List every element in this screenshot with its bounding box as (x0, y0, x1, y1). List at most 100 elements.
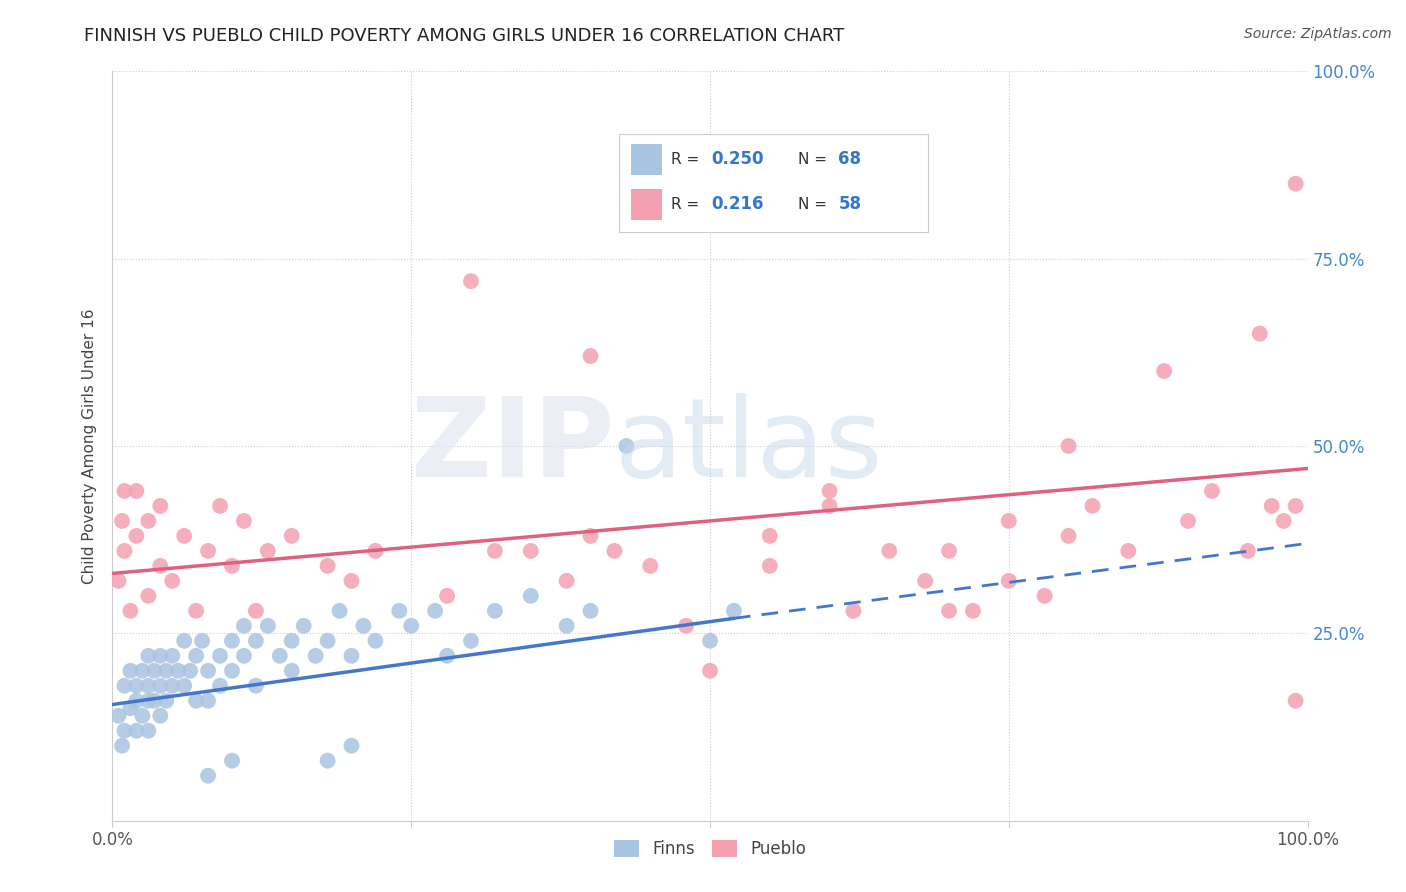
Text: R =: R = (671, 152, 704, 167)
Point (998, 574, 1021, 588)
Point (364, 544, 387, 558)
Point (1081, 499, 1104, 513)
Point (179, 664, 201, 678)
Point (173, 679, 195, 693)
Point (221, 664, 243, 678)
Point (460, 633, 482, 648)
Point (1272, 514, 1295, 528)
Point (1057, 529, 1080, 543)
Point (155, 694, 177, 708)
Point (281, 633, 304, 648)
Point (340, 739, 363, 753)
Point (520, 544, 543, 558)
Point (640, 558, 662, 573)
Point (149, 708, 172, 723)
Point (675, 619, 697, 633)
Point (125, 483, 148, 498)
Point (842, 604, 865, 618)
Point (186, 694, 208, 708)
Point (388, 604, 411, 618)
Point (197, 544, 219, 558)
Bar (631, 189, 662, 220)
Point (759, 529, 782, 543)
Text: FINNISH VS PUEBLO CHILD POVERTY AMONG GIRLS UNDER 16 CORRELATION CHART: FINNISH VS PUEBLO CHILD POVERTY AMONG GI… (84, 27, 845, 45)
Text: Source: ZipAtlas.com: Source: ZipAtlas.com (1244, 27, 1392, 41)
Point (162, 679, 183, 693)
Point (616, 439, 638, 453)
Text: ZIP: ZIP (411, 392, 614, 500)
Point (138, 694, 160, 708)
Point (138, 648, 160, 663)
Point (436, 648, 458, 663)
Point (209, 648, 232, 663)
Point (245, 679, 267, 693)
Point (1285, 499, 1308, 513)
Text: N =: N = (799, 197, 832, 212)
Legend: Finns, Pueblo: Finns, Pueblo (607, 833, 813, 864)
Point (245, 633, 267, 648)
Point (818, 499, 841, 513)
Point (352, 619, 374, 633)
Point (114, 483, 135, 498)
Point (555, 619, 578, 633)
Point (316, 754, 339, 768)
Point (759, 558, 782, 573)
Point (425, 604, 447, 618)
Point (138, 514, 160, 528)
Point (1237, 544, 1260, 558)
Point (120, 604, 142, 618)
Point (818, 483, 841, 498)
Point (138, 589, 160, 603)
Point (998, 514, 1021, 528)
Point (340, 648, 363, 663)
Point (143, 664, 166, 678)
Point (125, 679, 148, 693)
Point (125, 723, 148, 738)
Point (155, 664, 177, 678)
Point (197, 664, 219, 678)
Point (131, 664, 153, 678)
Text: 58: 58 (838, 195, 862, 213)
Text: N =: N = (799, 152, 832, 167)
Point (245, 604, 267, 618)
Point (938, 544, 960, 558)
Point (316, 633, 339, 648)
Bar (631, 144, 662, 175)
Point (107, 574, 129, 588)
Point (579, 349, 602, 363)
Point (114, 679, 135, 693)
Point (699, 633, 721, 648)
Point (173, 633, 195, 648)
Point (723, 604, 745, 618)
Point (138, 723, 160, 738)
Point (233, 514, 256, 528)
Point (125, 529, 148, 543)
Point (149, 499, 172, 513)
Point (520, 589, 543, 603)
Point (162, 648, 183, 663)
Point (186, 648, 208, 663)
Point (938, 604, 960, 618)
Point (484, 544, 506, 558)
Point (484, 604, 506, 618)
Point (281, 529, 304, 543)
Point (329, 604, 352, 618)
Point (914, 574, 936, 588)
Point (149, 558, 172, 573)
Point (149, 648, 172, 663)
Point (555, 574, 578, 588)
Text: 0.216: 0.216 (711, 195, 763, 213)
Point (401, 619, 423, 633)
Point (143, 694, 166, 708)
Point (111, 514, 134, 528)
Point (1033, 589, 1056, 603)
Point (125, 694, 148, 708)
Point (221, 558, 243, 573)
Point (111, 739, 134, 753)
Point (197, 694, 219, 708)
Point (269, 648, 291, 663)
Text: R =: R = (671, 197, 704, 212)
Point (257, 544, 280, 558)
Point (221, 633, 243, 648)
Text: 0.250: 0.250 (711, 151, 763, 169)
